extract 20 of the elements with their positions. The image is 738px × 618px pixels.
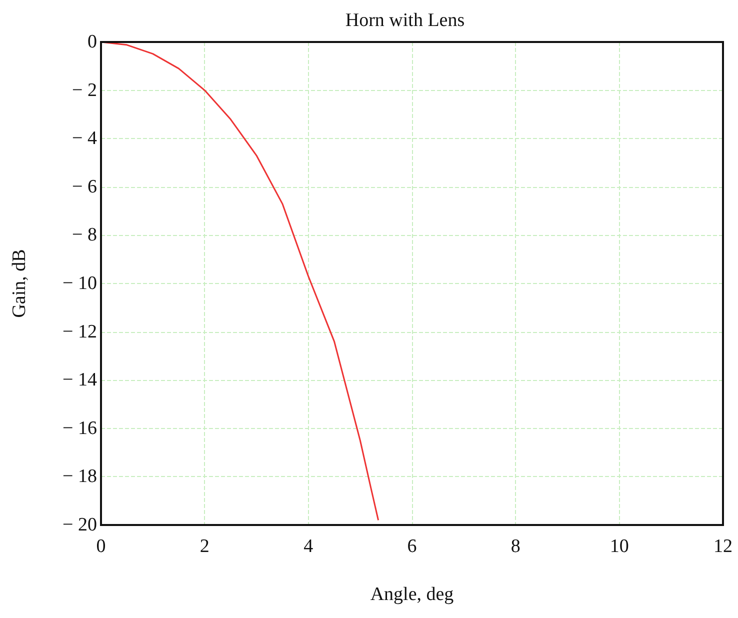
y-tick-label: − 2 [72,80,97,101]
y-tick-label: − 12 [62,321,97,342]
y-tick-label: − 14 [62,370,98,391]
y-tick-label: − 4 [72,128,98,150]
x-tick-label: 10 [610,536,629,557]
x-axis-title: Angle, deg [370,584,454,605]
y-tick-label: − 20 [62,514,97,536]
x-tick-label: 6 [407,536,417,557]
y-tick-label: − 16 [62,418,97,439]
y-tick-label: − 10 [62,273,97,294]
x-tick-label: 12 [714,536,732,557]
y-axis-title: Gain, dB [9,249,30,318]
x-tick-label: 2 [200,536,210,557]
chart-title: Horn with Lens [345,10,465,31]
y-tick-label: − 8 [72,224,97,246]
x-tick-label: 8 [510,536,520,557]
y-tick-label: 0 [88,32,97,52]
x-tick-label: 4 [304,536,314,557]
y-tick-label: − 6 [72,176,97,198]
y-tick-label: − 18 [62,466,97,488]
